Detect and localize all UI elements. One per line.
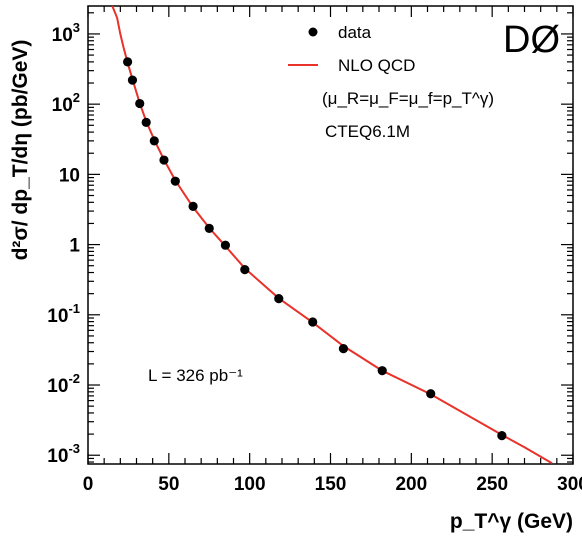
data-point bbox=[204, 223, 214, 234]
x-tick-label: 100 bbox=[234, 474, 266, 495]
y-axis-title: d²σ/ dp_T/dη (pb/GeV) bbox=[9, 40, 32, 261]
x-tick-labels: 0 50 100 150 200 250 300 bbox=[83, 474, 582, 495]
y-tick-label: 1 bbox=[69, 236, 80, 257]
y-tick-label: 10-2 bbox=[47, 371, 80, 397]
y-tick-label: 103 bbox=[52, 20, 80, 46]
legend-data-marker bbox=[308, 27, 318, 37]
plot-frame bbox=[87, 5, 574, 465]
data-point bbox=[308, 317, 318, 327]
data-point bbox=[149, 136, 159, 146]
y-tick-label: 10-3 bbox=[47, 441, 80, 467]
experiment-logo: DØ bbox=[503, 19, 560, 61]
x-tick-label: 150 bbox=[315, 474, 347, 495]
x-tick-label: 0 bbox=[83, 474, 94, 495]
data-point bbox=[426, 389, 436, 399]
data-point bbox=[127, 75, 138, 85]
y-tick-label: 102 bbox=[52, 90, 80, 116]
data-point bbox=[159, 155, 169, 165]
x-tick-label: 250 bbox=[476, 474, 508, 495]
y-tick-label: 10 bbox=[59, 165, 80, 186]
data-point bbox=[141, 117, 151, 127]
data-point bbox=[123, 57, 133, 67]
y-ticks bbox=[88, 12, 573, 463]
luminosity-label: L = 326 pb⁻¹ bbox=[148, 366, 243, 385]
data-point bbox=[170, 176, 180, 186]
y-tick-label: 10-1 bbox=[47, 301, 80, 327]
legend-nlo-label: NLO QCD bbox=[338, 56, 415, 75]
y-tick-labels: 10-3 10-2 10-1 1 10 102 103 bbox=[47, 20, 80, 467]
x-tick-label: 200 bbox=[395, 474, 427, 495]
legend: data NLO QCD (μ_R=μ_F=μ_f=p_T^γ) CTEQ6.1… bbox=[288, 23, 494, 141]
data-point bbox=[274, 294, 284, 304]
data-point bbox=[240, 265, 250, 275]
legend-data-label: data bbox=[338, 23, 372, 42]
data-point bbox=[338, 344, 349, 354]
plot-area bbox=[87, 5, 574, 465]
x-tick-label: 300 bbox=[557, 474, 582, 495]
data-point bbox=[220, 240, 231, 250]
x-axis-title: p_T^γ (GeV) bbox=[450, 510, 573, 533]
data-point bbox=[135, 98, 145, 109]
data-point bbox=[188, 201, 198, 211]
x-tick-label: 50 bbox=[158, 474, 179, 495]
series-layer bbox=[111, 5, 553, 465]
legend-pdf: CTEQ6.1M bbox=[325, 122, 410, 141]
data-point bbox=[497, 431, 507, 441]
legend-scale-note: (μ_R=μ_F=μ_f=p_T^γ) bbox=[322, 89, 494, 108]
data-point bbox=[377, 366, 387, 376]
